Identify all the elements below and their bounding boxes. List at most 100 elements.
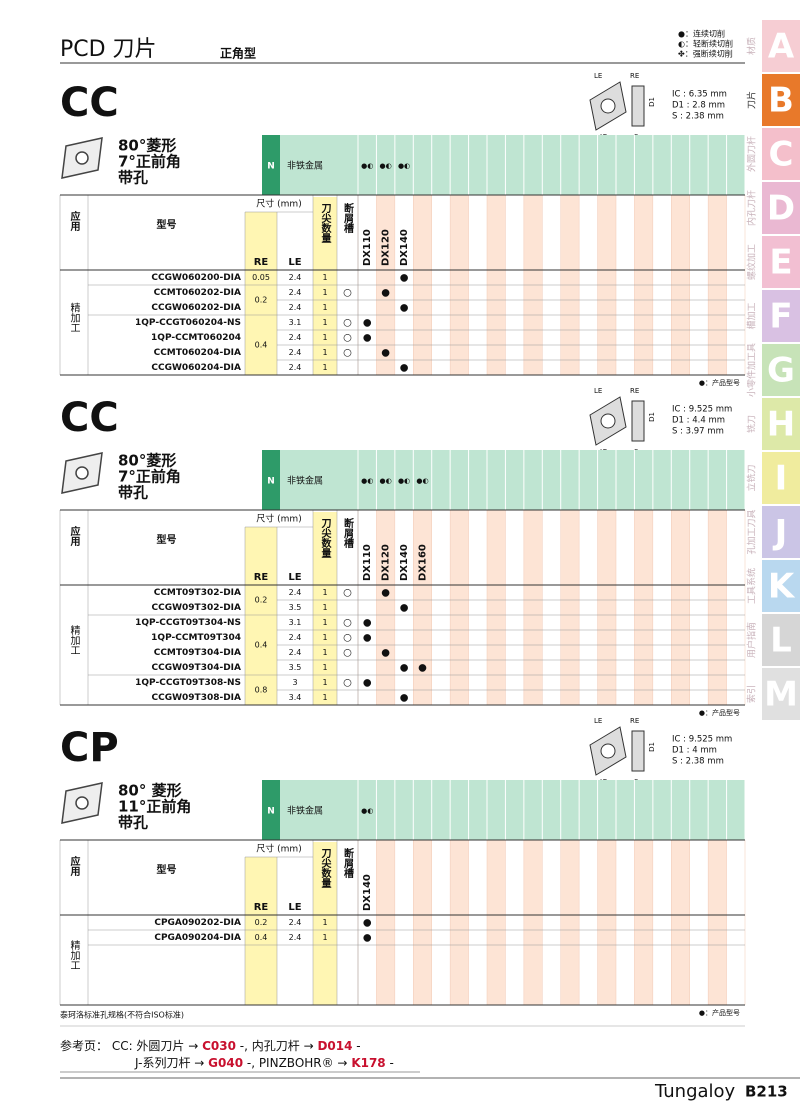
grade-symbol: ●◐: [361, 477, 373, 485]
shape-text: 带孔: [118, 169, 148, 187]
count-value: 1: [322, 333, 327, 342]
grade-name: DX110: [362, 544, 373, 581]
column-stripe: [468, 510, 487, 705]
count-value: 1: [322, 288, 327, 297]
dim-value: IC : 6.35 mm: [672, 90, 727, 100]
le-value: 2.4: [289, 303, 302, 312]
stock-mark: ●: [400, 303, 409, 314]
model: CCMT09T304-DIA: [154, 648, 241, 658]
side-tab: [762, 614, 800, 666]
le-value: 2.4: [289, 333, 302, 342]
material-name: 非铁金属: [287, 160, 323, 172]
insert-side-view: [631, 85, 645, 127]
grade-symbol: ●◐: [361, 807, 373, 815]
column-stripe: [487, 840, 506, 1005]
stock-mark: ●: [363, 918, 372, 929]
stock-mark: ●: [400, 363, 409, 374]
dim-label: D1: [648, 412, 656, 422]
insert-hole: [600, 413, 616, 429]
tab-label: 用户指南: [746, 622, 758, 658]
chipbreaker: ○: [343, 333, 352, 344]
header-count: 刀尖数量: [319, 518, 331, 558]
column-stripe: [413, 840, 432, 1005]
le-value: 3.1: [289, 318, 302, 327]
model: CCGW09T304-DIA: [152, 663, 242, 673]
count-value: 1: [322, 318, 327, 327]
re-value: 0.4: [255, 933, 268, 942]
count-value: 1: [322, 603, 327, 612]
column-stripe: [634, 840, 653, 1005]
column-stripe: [560, 510, 580, 705]
material-name: 非铁金属: [287, 475, 323, 487]
side-tab: [762, 506, 800, 558]
tab-letter: C: [769, 135, 794, 175]
column-stripe: [376, 840, 395, 1005]
column-stripe: [652, 510, 672, 705]
page-subtitle: 正角型: [220, 46, 256, 61]
count-value: 1: [322, 348, 327, 357]
dim-value: S : 2.38 mm: [672, 757, 724, 767]
dim-value: IC : 9.525 mm: [672, 735, 732, 745]
legend-item: ✤：强断续切削: [678, 49, 733, 59]
column-stripe: [616, 840, 635, 1005]
grade-name: DX140: [399, 544, 410, 581]
chipbreaker: ○: [343, 618, 352, 629]
dim-value: S : 2.38 mm: [672, 112, 724, 122]
tab-label: 材质: [746, 37, 758, 55]
model: 1QP-CCGT060204-NS: [135, 318, 241, 328]
tab-label: 外圆刀杆: [746, 136, 758, 172]
grade-name: DX140: [399, 229, 410, 266]
count-value: 1: [322, 588, 327, 597]
header-model: 型号: [157, 218, 177, 231]
dim-label: RE: [630, 72, 639, 80]
column-stripe: [579, 840, 598, 1005]
dim-label: LE: [594, 72, 602, 80]
count-value: 1: [322, 648, 327, 657]
dim-label: LE: [594, 387, 602, 395]
shape-text: 11°正前角: [118, 798, 191, 816]
count-value: 1: [322, 303, 327, 312]
column-stripe: [597, 510, 616, 705]
column-stripe: [671, 510, 690, 705]
shape-text: 80°菱形: [118, 452, 176, 470]
insert-side-view: [631, 400, 645, 442]
column-stripe: [708, 510, 727, 705]
model: CCGW09T308-DIA: [152, 693, 242, 703]
header-chip: 断屑槽: [342, 202, 355, 234]
tab-letter: F: [769, 297, 792, 337]
header-re: RE: [254, 572, 269, 583]
le-value: 2.4: [289, 273, 302, 282]
tab-label: 螺纹加工: [746, 244, 758, 280]
material-band: [262, 780, 745, 840]
re-value: 0.8: [255, 686, 268, 695]
tab-label: 小零件加工具: [746, 343, 758, 397]
section-code: CC: [60, 395, 119, 441]
le-value: 2.4: [289, 633, 302, 642]
legend-item: ●：连续切削: [678, 29, 725, 39]
material-group-cell: [262, 450, 280, 510]
header-size: 尺寸 (mm): [256, 843, 301, 855]
re-column: [245, 527, 277, 705]
material-group-cell: [262, 780, 280, 840]
model: CCMT060204-DIA: [154, 348, 241, 358]
count-value: 1: [322, 933, 327, 942]
page-number: B213: [745, 1083, 788, 1101]
column-stripe: [431, 840, 451, 1005]
model: CCGW060204-DIA: [151, 363, 241, 373]
le-value: 2.4: [289, 588, 302, 597]
le-value: 2.4: [289, 288, 302, 297]
header-le: LE: [288, 902, 301, 913]
material-group: N: [267, 162, 275, 172]
count-value: 1: [322, 678, 327, 687]
grade-name: DX140: [362, 874, 373, 911]
reference-part: 参考页： CC: 外圆刀片 →: [60, 1038, 202, 1053]
column-stripe: [413, 510, 432, 705]
material-group: N: [267, 477, 275, 487]
stock-mark: ●: [400, 693, 409, 704]
count-value: 1: [322, 633, 327, 642]
grade-symbol: ●◐: [398, 477, 410, 485]
chipbreaker: ○: [343, 348, 352, 359]
section-code: CP: [60, 725, 119, 771]
side-tab: [762, 290, 800, 342]
dim-label: RE: [630, 387, 639, 395]
